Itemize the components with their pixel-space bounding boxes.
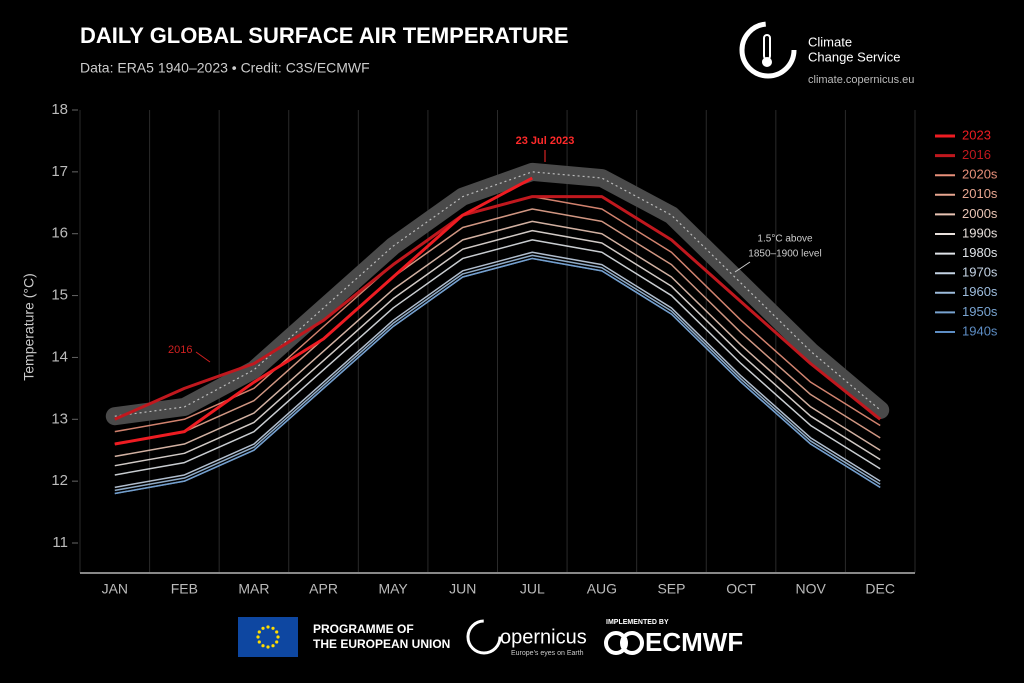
band-label: 1850–1900 level [748,249,821,260]
eu-flag [238,617,298,657]
series-line [114,239,881,476]
legend-label: 2023 [962,127,991,142]
copernicus-tagline: Europe's eyes on Earth [511,650,584,657]
legend-label: 1940s [962,323,998,338]
copernicus-text: opernicus [500,626,587,648]
legend-label: 1980s [962,245,998,260]
series-line [114,220,881,458]
y-tick-label: 16 [51,225,68,242]
legend-label: 2020s [962,167,998,182]
x-tick-label: SEP [657,581,685,597]
x-tick-label: JAN [102,581,128,597]
series-line [114,254,881,492]
y-tick-label: 13 [51,410,68,427]
y-tick-label: 11 [52,534,68,551]
y-tick-label: 15 [51,287,68,304]
x-tick-label: JUL [520,581,545,597]
series-line [114,229,881,467]
x-tick-label: DEC [865,581,895,597]
y-axis-label: Temperature (°C) [21,273,37,381]
title: DAILY GLOBAL SURFACE AIR TEMPERATURE [80,23,569,48]
logo-text: Change Service [808,49,901,64]
legend-label: 2000s [962,206,998,221]
implemented-by: IMPLEMENTED BY [606,619,669,626]
x-tick-label: OCT [726,581,756,597]
logo-text: Climate [808,34,852,49]
x-tick-label: APR [309,581,338,597]
x-tick-label: NOV [795,581,826,597]
annotation-arrow [734,261,751,273]
x-tick-label: JUN [449,581,476,597]
logo-url: climate.copernicus.eu [808,74,914,86]
y-tick-label: 18 [51,101,68,118]
legend-label: 1970s [962,265,998,280]
eu-text: PROGRAMME OF [313,622,414,636]
series-line [114,208,881,445]
ecmwf-mark [604,631,628,655]
x-tick-label: FEB [171,581,198,597]
annotation: 2016 [168,344,192,356]
x-tick-label: MAY [378,581,408,597]
copernicus-c [466,619,502,655]
plot: 11 12 13 14 15 16 17 18 JAN FEB MAR APR MAY JUN JUL AUG… [51,101,998,597]
legend-label: 1950s [962,304,998,319]
x-tick-label: AUG [587,581,617,597]
ecmwf-mark [620,631,644,655]
y-tick-label: 14 [51,348,68,365]
legend-label: 1990s [962,225,998,240]
legend-label: 2010s [962,186,998,201]
logo-ring [739,21,797,79]
band-label: 1.5°C above [757,234,813,245]
x-tick-label: MAR [238,581,269,597]
series-line [114,251,881,489]
y-tick-label: 12 [51,472,68,489]
threshold-line [114,171,881,417]
eu-stars [256,625,280,649]
eu-text: THE EUROPEAN UNION [313,637,450,651]
annotation-arrow [195,351,211,363]
subtitle: Data: ERA5 1940–2023 • Credit: C3S/ECMWF [80,60,370,76]
legend-label: 1960s [962,284,998,299]
series-line [114,195,882,421]
legend-label: 2016 [962,147,991,162]
annotation: 23 Jul 2023 [516,135,575,147]
series-line [114,257,881,495]
logo-bulb [762,57,772,67]
series-line [114,176,533,446]
footer: PROGRAMME OF THE EUROPEAN UNION opernicu… [238,617,743,657]
ecmwf-text: ECMWF [645,627,743,657]
y-tick-label: 17 [51,163,68,180]
logo [739,21,797,79]
